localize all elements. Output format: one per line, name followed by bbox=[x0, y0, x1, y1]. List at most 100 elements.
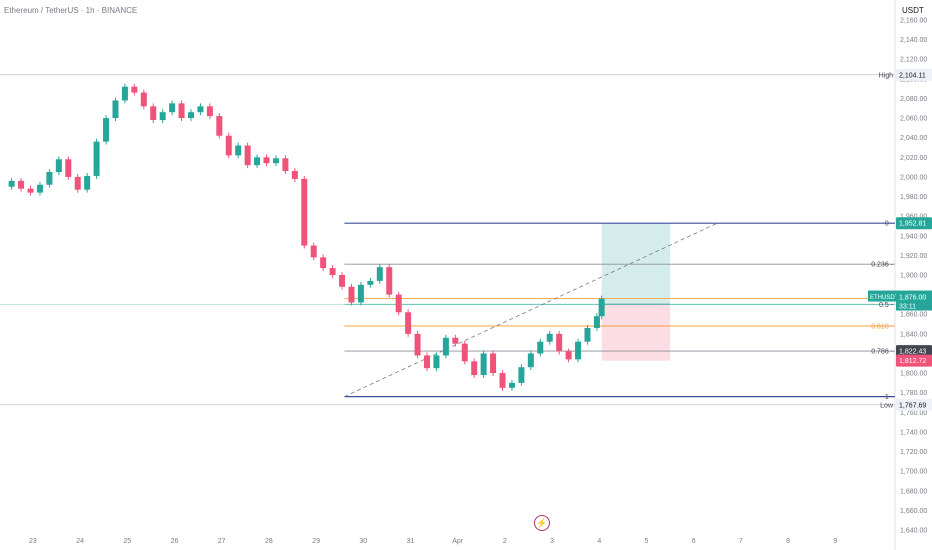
candle[interactable] bbox=[150, 106, 157, 121]
candle[interactable] bbox=[263, 157, 270, 164]
level-label: 0.618 - bbox=[871, 324, 893, 331]
candle[interactable] bbox=[272, 158, 279, 164]
y-tick-label: 2,000.00 bbox=[900, 174, 927, 181]
level-label: 1 - bbox=[885, 394, 894, 401]
x-tick-label: 29 bbox=[312, 538, 320, 545]
candle[interactable] bbox=[46, 172, 53, 185]
x-tick-label: 5 bbox=[645, 538, 649, 545]
level-label: 0 - bbox=[885, 221, 894, 228]
candle[interactable] bbox=[74, 176, 81, 190]
candle[interactable] bbox=[598, 298, 605, 317]
candle[interactable] bbox=[18, 180, 25, 189]
candle[interactable] bbox=[188, 112, 194, 119]
y-tick-label: 1,840.00 bbox=[900, 331, 927, 338]
x-tick-label: 2 bbox=[503, 538, 507, 545]
countdown: 33:11 bbox=[899, 304, 916, 311]
candle[interactable] bbox=[301, 178, 308, 246]
level-label: High bbox=[879, 72, 894, 79]
target-zone[interactable] bbox=[601, 223, 671, 305]
candle[interactable] bbox=[471, 361, 478, 376]
candle[interactable] bbox=[235, 145, 242, 156]
candle[interactable] bbox=[424, 355, 430, 369]
candle[interactable] bbox=[225, 135, 232, 156]
candle[interactable] bbox=[348, 286, 355, 303]
candle[interactable] bbox=[490, 353, 497, 374]
candle[interactable] bbox=[254, 157, 261, 166]
candle[interactable] bbox=[508, 382, 515, 388]
y-tick-label: 2,140.00 bbox=[900, 37, 927, 44]
candle[interactable] bbox=[206, 106, 213, 117]
lightning-icon[interactable]: ⚡ bbox=[534, 515, 550, 531]
candle[interactable] bbox=[216, 116, 223, 136]
candle[interactable] bbox=[103, 118, 110, 142]
price-badge-bg bbox=[896, 398, 932, 411]
candle[interactable] bbox=[556, 333, 563, 352]
candle[interactable] bbox=[178, 103, 185, 119]
y-tick-label: 1,960.00 bbox=[900, 214, 927, 221]
candle[interactable] bbox=[282, 158, 289, 172]
candle[interactable] bbox=[433, 355, 440, 369]
y-tick-label: 2,040.00 bbox=[900, 135, 927, 142]
candle[interactable] bbox=[367, 280, 374, 285]
candle[interactable] bbox=[339, 275, 346, 287]
candle[interactable] bbox=[310, 245, 317, 258]
candle[interactable] bbox=[414, 333, 421, 356]
x-tick-label: 3 bbox=[550, 538, 554, 545]
y-tick-label: 2,020.00 bbox=[900, 155, 927, 162]
candle[interactable] bbox=[575, 341, 582, 360]
candle[interactable] bbox=[169, 103, 176, 113]
candle[interactable] bbox=[395, 294, 402, 313]
candle[interactable] bbox=[442, 337, 449, 356]
candle[interactable] bbox=[480, 353, 487, 376]
candle[interactable] bbox=[112, 100, 119, 119]
y-tick-label: 1,780.00 bbox=[900, 390, 927, 397]
candle[interactable] bbox=[27, 188, 34, 193]
stop-zone[interactable] bbox=[601, 304, 671, 361]
candle[interactable] bbox=[357, 284, 364, 303]
y-tick-label: 1,740.00 bbox=[900, 429, 927, 436]
candle[interactable] bbox=[244, 145, 251, 166]
x-tick-label: 30 bbox=[359, 538, 367, 545]
x-tick-label: Apr bbox=[452, 538, 464, 545]
candle[interactable] bbox=[121, 86, 128, 101]
candle[interactable] bbox=[131, 86, 138, 93]
candle[interactable] bbox=[593, 316, 600, 328]
candle[interactable] bbox=[565, 351, 572, 360]
candle[interactable] bbox=[546, 333, 553, 342]
candle[interactable] bbox=[386, 267, 393, 295]
candle[interactable] bbox=[518, 367, 525, 383]
price-badge-bg bbox=[896, 68, 932, 81]
price-badge: 2,104.11 bbox=[899, 72, 926, 79]
candle[interactable] bbox=[159, 112, 166, 121]
y-tick-label: 1,860.00 bbox=[900, 312, 927, 319]
price-badge-bg bbox=[896, 217, 932, 230]
candle[interactable] bbox=[376, 267, 383, 281]
candle[interactable] bbox=[197, 106, 204, 113]
trend-line[interactable] bbox=[344, 222, 718, 397]
candle[interactable] bbox=[537, 341, 544, 354]
candle[interactable] bbox=[405, 312, 412, 334]
candle[interactable] bbox=[55, 159, 62, 173]
candle[interactable] bbox=[93, 141, 100, 176]
candle[interactable] bbox=[320, 257, 327, 269]
symbol-title[interactable]: Ethereum / TetherUS · 1h · BINANCE bbox=[4, 6, 138, 15]
x-tick-label: 26 bbox=[171, 538, 179, 545]
candle[interactable] bbox=[8, 180, 15, 187]
candle[interactable] bbox=[461, 343, 468, 362]
candle[interactable] bbox=[84, 175, 91, 190]
candle[interactable] bbox=[584, 327, 591, 342]
candle[interactable] bbox=[499, 373, 506, 388]
candle[interactable] bbox=[36, 184, 43, 193]
x-tick-label: 25 bbox=[123, 538, 131, 545]
candle[interactable] bbox=[140, 92, 147, 107]
candle[interactable] bbox=[527, 353, 534, 368]
level-label: Low bbox=[880, 402, 894, 409]
candle[interactable] bbox=[65, 159, 72, 177]
candle[interactable] bbox=[452, 337, 459, 344]
currency-label[interactable]: USDT bbox=[902, 6, 924, 15]
stop-price-badge: 1,812.72 bbox=[899, 358, 926, 365]
candle[interactable] bbox=[291, 171, 298, 179]
candle[interactable] bbox=[329, 268, 336, 275]
